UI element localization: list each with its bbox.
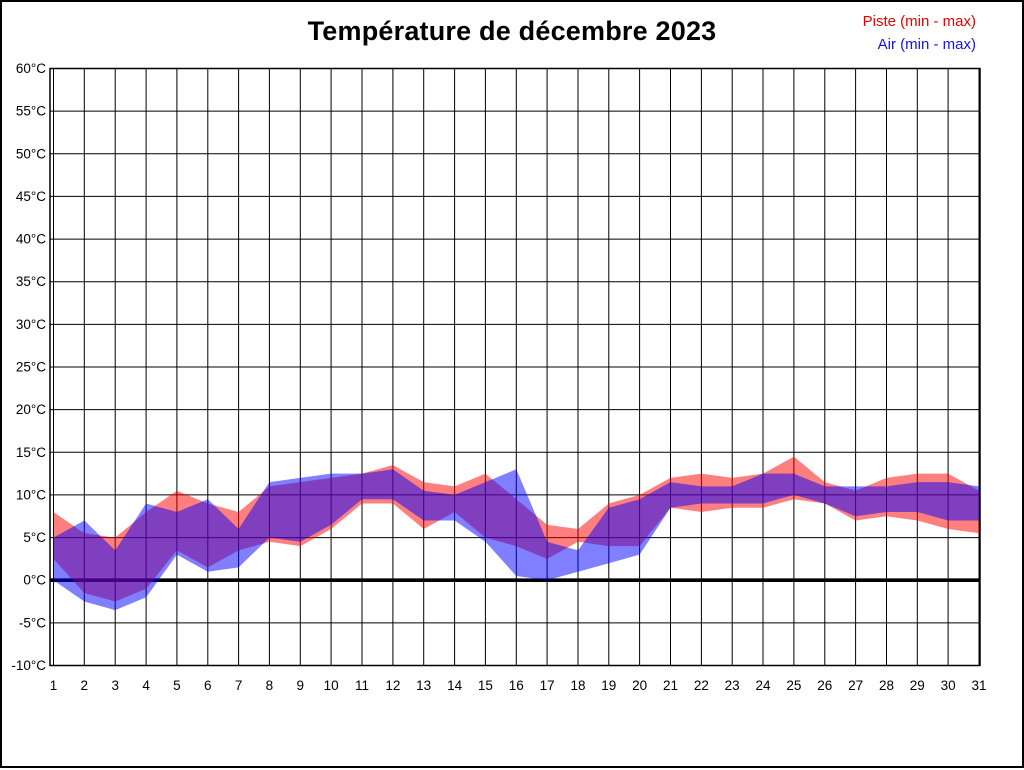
- svg-text:6: 6: [204, 678, 212, 693]
- svg-text:24: 24: [755, 678, 771, 693]
- svg-text:5°C: 5°C: [23, 530, 46, 545]
- svg-text:19: 19: [601, 678, 616, 693]
- svg-text:-5°C: -5°C: [19, 615, 46, 630]
- svg-text:16: 16: [509, 678, 524, 693]
- svg-text:31: 31: [971, 678, 986, 693]
- svg-text:10°C: 10°C: [16, 487, 46, 502]
- plot-border: [49, 67, 981, 667]
- svg-text:40°C: 40°C: [16, 232, 46, 247]
- svg-text:22: 22: [694, 678, 709, 693]
- svg-text:15°C: 15°C: [16, 445, 46, 460]
- svg-text:2: 2: [81, 678, 89, 693]
- svg-text:3: 3: [111, 678, 119, 693]
- svg-text:45°C: 45°C: [16, 189, 46, 204]
- svg-text:15: 15: [478, 678, 493, 693]
- svg-text:11: 11: [355, 678, 369, 693]
- svg-text:20°C: 20°C: [16, 402, 46, 417]
- svg-text:23: 23: [725, 678, 740, 693]
- svg-text:28: 28: [879, 678, 894, 693]
- chart-title: Température de décembre 2023: [307, 16, 717, 46]
- svg-text:55°C: 55°C: [16, 104, 46, 119]
- svg-text:35°C: 35°C: [16, 274, 46, 289]
- svg-text:60°C: 60°C: [16, 61, 46, 76]
- legend-piste-label: Piste (min - max): [862, 13, 976, 30]
- svg-text:30°C: 30°C: [16, 317, 46, 332]
- svg-text:4: 4: [142, 678, 150, 693]
- legend: Piste (min - max) Air (min - max): [863, 10, 976, 56]
- svg-text:20: 20: [632, 678, 647, 693]
- svg-text:7: 7: [235, 678, 243, 693]
- svg-text:50°C: 50°C: [16, 146, 46, 161]
- y-axis-labels: 60°C 55°C 50°C 45°C 40°C 35°C 30°C 25°C 20°C 15°C…: [11, 61, 46, 673]
- svg-text:-10°C: -10°C: [11, 658, 46, 673]
- svg-text:30: 30: [941, 678, 956, 693]
- svg-text:25: 25: [786, 678, 801, 693]
- legend-air-label: Air (min - max): [877, 36, 976, 53]
- svg-text:12: 12: [385, 678, 400, 693]
- svg-text:27: 27: [848, 678, 863, 693]
- svg-text:13: 13: [416, 678, 431, 693]
- svg-text:9: 9: [297, 678, 305, 693]
- svg-text:29: 29: [910, 678, 925, 693]
- svg-text:14: 14: [447, 678, 463, 693]
- svg-text:18: 18: [570, 678, 585, 693]
- air-band-polygon: [53, 469, 979, 611]
- x-axis-labels: 1 2 3 4 5 6 7 8 9 10 11 12 13 14 15 16 17 18 19 20 21 22 23 24 2…: [50, 678, 987, 693]
- svg-text:8: 8: [266, 678, 274, 693]
- svg-text:5: 5: [173, 678, 181, 693]
- svg-text:26: 26: [817, 678, 832, 693]
- svg-text:0°C: 0°C: [23, 573, 46, 588]
- svg-text:10: 10: [324, 678, 339, 693]
- svg-text:25°C: 25°C: [16, 360, 46, 375]
- svg-text:17: 17: [540, 678, 555, 693]
- svg-text:21: 21: [663, 678, 678, 693]
- gridlines: [50, 68, 980, 666]
- svg-text:1: 1: [50, 678, 58, 693]
